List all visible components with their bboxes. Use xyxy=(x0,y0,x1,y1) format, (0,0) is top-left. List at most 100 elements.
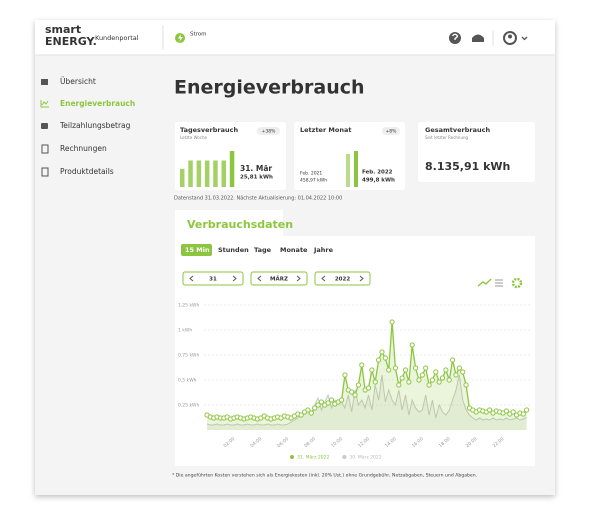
help-glyph xyxy=(451,33,459,40)
nav-icon xyxy=(41,144,49,154)
data-point xyxy=(375,357,382,363)
range-tab[interactable]: Tage xyxy=(254,246,272,254)
data-point xyxy=(386,367,392,373)
selector-box[interactable] xyxy=(250,271,308,286)
selector-box[interactable] xyxy=(182,271,244,286)
range-tab[interactable]: Jahre xyxy=(313,246,334,254)
card-value: 8.135,91 kWh xyxy=(425,160,510,173)
range-tab[interactable]: Monate xyxy=(280,246,308,254)
data-point xyxy=(342,372,348,378)
data-point xyxy=(402,367,409,373)
legend-label[interactable]: 31. März 2022 xyxy=(297,455,329,461)
data-point xyxy=(399,375,405,381)
prev-arrow[interactable] xyxy=(321,275,326,282)
nav-item[interactable]: Übersicht xyxy=(60,77,96,86)
logo-top[interactable]: smart xyxy=(45,23,81,36)
data-point xyxy=(392,365,399,371)
data-point xyxy=(372,379,378,385)
data-point xyxy=(308,410,314,416)
badge-text: +38% xyxy=(262,129,276,135)
legend-marker[interactable] xyxy=(290,455,294,459)
nav-item[interactable]: Rechnungen xyxy=(60,144,107,153)
card-title: Gesamtverbrauch xyxy=(425,126,490,134)
y-tick-label: 0,25 kWh xyxy=(178,403,200,409)
data-point xyxy=(443,367,449,373)
logo-bottom[interactable]: ENERGY. xyxy=(45,35,97,48)
inbox-icon[interactable] xyxy=(472,34,484,43)
bolt-icon xyxy=(178,34,183,42)
period-value: 458,97 kWh xyxy=(300,178,327,184)
nav-item-active[interactable]: Energieverbrauch xyxy=(60,99,135,108)
header-bar xyxy=(35,20,555,55)
selector-value[interactable]: MÄRZ xyxy=(270,276,288,283)
period-value: 499,8 kWh xyxy=(362,178,395,184)
sidebar: Übersicht Energieverbrauch Teilzahlungsb… xyxy=(40,77,135,177)
prev-arrow[interactable] xyxy=(189,275,194,282)
status-text: Datenstand 31.03.2022. Nächste Aktualisi… xyxy=(174,196,342,202)
data-point xyxy=(436,379,442,385)
data-point xyxy=(450,357,456,363)
card-subtitle: Seit letzter Rechnung xyxy=(425,135,469,140)
section-tab[interactable] xyxy=(175,210,283,240)
data-point xyxy=(453,372,459,378)
section-tab-label[interactable]: Verbrauchsdaten xyxy=(187,218,293,231)
data-point xyxy=(433,369,439,375)
user-head xyxy=(508,34,512,39)
month-bars xyxy=(346,151,358,187)
mini-bar xyxy=(354,151,358,187)
legend-label[interactable]: 30. März 2022 xyxy=(349,455,381,461)
data-point xyxy=(365,385,372,391)
prev-arrow[interactable] xyxy=(257,275,262,282)
list-view-icon[interactable] xyxy=(495,279,503,287)
card-title: Letzter Monat xyxy=(300,126,351,134)
selector-box[interactable] xyxy=(314,271,371,286)
data-point xyxy=(315,402,321,408)
y-tick-label: 1 kWh xyxy=(178,328,192,334)
nav-item[interactable]: Produktdetails xyxy=(60,167,114,176)
next-arrow[interactable] xyxy=(296,275,301,282)
portal-name: Kundenportal xyxy=(95,34,139,42)
nav-icon xyxy=(40,100,49,108)
selector-value[interactable]: 2022 xyxy=(335,277,350,283)
next-arrow[interactable] xyxy=(232,275,237,282)
badge-text: +8% xyxy=(386,129,398,135)
user-icon[interactable] xyxy=(503,31,517,45)
controls: 15 Min Stunden Tage Monate Jahre 31 MÄRZ 2022 xyxy=(181,244,371,286)
range-tab[interactable]: Stunden xyxy=(218,246,249,254)
card-subtitle: Letzte Woche xyxy=(180,135,207,140)
next-arrow[interactable] xyxy=(359,275,364,282)
badge xyxy=(257,127,280,135)
data-point xyxy=(456,365,462,371)
data-point xyxy=(369,367,375,373)
data-point xyxy=(325,400,331,406)
data-point xyxy=(423,365,429,371)
card-date: 31. Mär xyxy=(240,164,272,173)
badge xyxy=(382,127,400,135)
user-chevron[interactable] xyxy=(521,36,528,41)
data-point xyxy=(463,382,469,388)
data-point xyxy=(524,407,530,413)
selector-value[interactable]: 31 xyxy=(209,277,217,283)
data-point xyxy=(426,382,432,388)
range-tab-active[interactable] xyxy=(181,244,212,256)
line-view-icon[interactable] xyxy=(477,278,492,287)
period-label: Feb. 2021 xyxy=(300,171,322,177)
range-tab[interactable]: 15 Min xyxy=(185,246,210,254)
mini-bar xyxy=(229,151,235,187)
data-point xyxy=(389,319,395,325)
data-point xyxy=(460,369,466,375)
data-point xyxy=(382,355,388,361)
mini-bar xyxy=(221,160,226,187)
legend-marker[interactable] xyxy=(342,455,347,459)
nav-item[interactable]: Teilzahlungsbetrag xyxy=(59,121,131,130)
data-point xyxy=(318,399,324,405)
mini-bar xyxy=(204,160,210,187)
card-title: Tagesverbrauch xyxy=(180,126,238,134)
mini-bar xyxy=(180,168,185,187)
page-title: Energieverbrauch xyxy=(174,77,365,99)
data-point xyxy=(298,412,304,418)
settings-icon[interactable] xyxy=(511,277,523,289)
tab-strom[interactable]: Strom xyxy=(190,32,207,38)
